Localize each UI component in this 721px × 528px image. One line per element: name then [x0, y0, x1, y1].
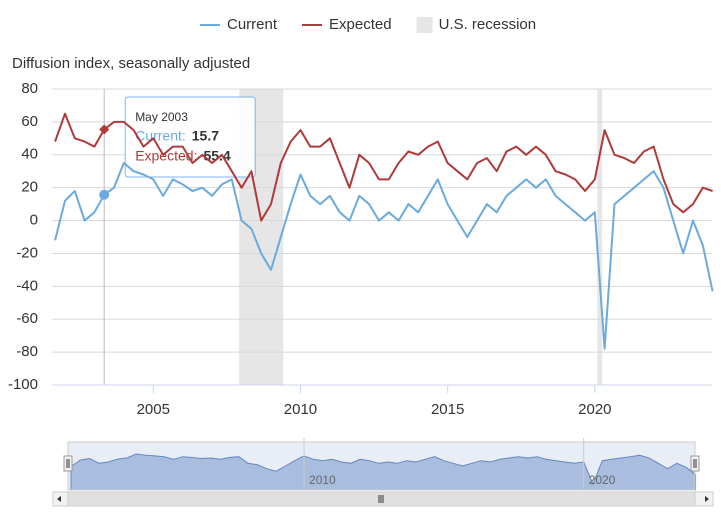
recession-band [597, 89, 603, 385]
x-tick-label: 2015 [431, 401, 464, 418]
x-tick-label: 2010 [284, 401, 317, 418]
y-tick-label: -60 [16, 310, 38, 327]
x-tick-label: 2005 [137, 401, 170, 418]
y-tick-label: -20 [16, 244, 38, 261]
navigator-tick-label: 2020 [589, 473, 616, 487]
series-line [54, 162, 714, 350]
y-tick-label: -80 [16, 343, 38, 360]
y-tick-label: 40 [21, 146, 38, 163]
scroll-right[interactable] [705, 496, 709, 502]
y-tick-label: -40 [16, 277, 38, 294]
plot-area [52, 88, 712, 386]
y-tick-label: 20 [21, 179, 38, 196]
legend-label: U.S. recession [439, 16, 537, 33]
navigator-area [70, 453, 697, 491]
y-axis-label: Diffusion index, seasonally adjusted [12, 55, 250, 72]
y-tick-label: 0 [30, 212, 38, 229]
x-tick-label: 2020 [578, 401, 611, 418]
tooltip-header: May 2003 [135, 110, 188, 124]
tooltip-label: Expected: [135, 148, 197, 164]
scroll-left[interactable] [57, 496, 61, 502]
legend-label: Expected [329, 16, 392, 33]
navigator-tick-label: 2010 [309, 473, 336, 487]
series-line [54, 112, 713, 222]
navigator-handle[interactable] [690, 455, 700, 472]
navigator-handle[interactable] [63, 455, 73, 472]
tooltip-value: 15.7 [192, 128, 219, 144]
tooltip-label: Current: [135, 128, 186, 144]
y-tick-label: -100 [8, 376, 38, 393]
y-tick-label: 60 [21, 113, 38, 130]
y-tick-label: 80 [21, 80, 38, 97]
legend-swatch [416, 17, 433, 33]
legend-label: Current [227, 16, 278, 33]
